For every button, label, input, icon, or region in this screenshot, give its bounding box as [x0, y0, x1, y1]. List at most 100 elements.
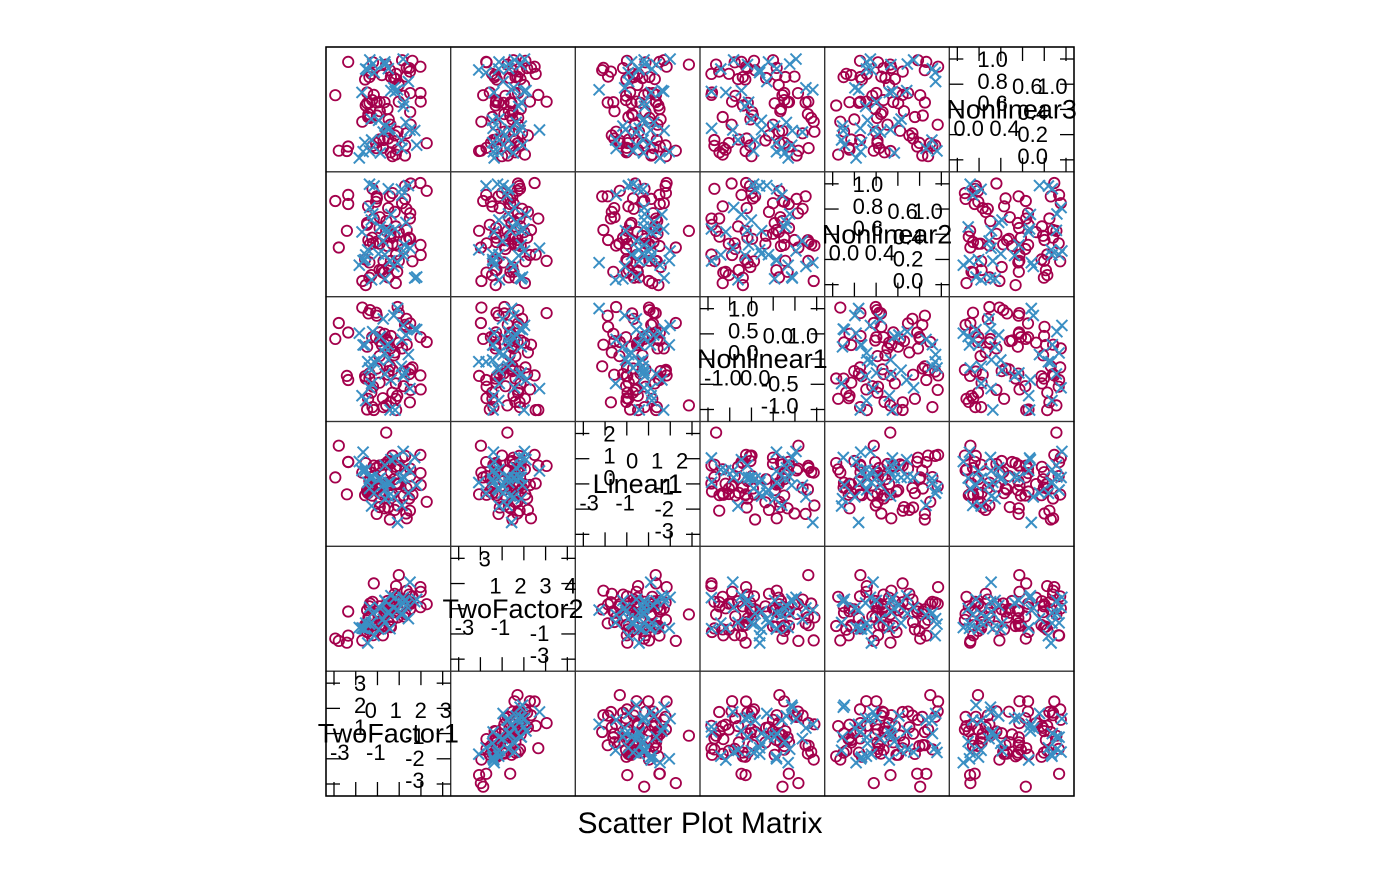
point-cross	[507, 735, 520, 748]
point-circle	[916, 738, 929, 752]
point-cross	[1008, 712, 1021, 725]
point-cross	[356, 338, 370, 352]
point-circle	[739, 695, 753, 708]
point-circle	[613, 137, 626, 150]
point-cross	[486, 403, 500, 417]
point-cross	[487, 86, 501, 99]
point-circle	[540, 254, 553, 267]
point-cross	[735, 208, 748, 221]
point-cross	[355, 621, 369, 635]
point-cross	[396, 319, 410, 332]
point-cross	[1025, 302, 1038, 315]
point-circle	[705, 742, 718, 755]
panel-points-Nonlinear1-vs-Linear1	[705, 426, 821, 529]
point-cross	[496, 348, 510, 361]
point-circle	[853, 703, 867, 716]
point-circle	[1005, 334, 1019, 347]
point-circle	[1044, 725, 1057, 739]
point-cross	[382, 182, 395, 196]
point-cross	[755, 114, 768, 127]
point-circle	[807, 274, 820, 288]
point-circle	[834, 301, 847, 314]
point-circle	[420, 184, 433, 197]
point-cross	[985, 224, 998, 237]
point-circle	[772, 125, 786, 138]
point-circle	[770, 478, 783, 491]
point-cross	[355, 389, 369, 402]
point-circle	[378, 502, 391, 515]
point-cross	[609, 333, 623, 346]
point-cross	[493, 273, 506, 287]
point-cross	[866, 123, 880, 137]
point-cross	[1022, 389, 1035, 402]
point-circle	[969, 449, 982, 462]
point-circle	[759, 134, 772, 147]
point-cross	[1044, 636, 1058, 650]
point-circle	[1052, 380, 1065, 393]
point-circle	[782, 767, 795, 780]
point-circle	[782, 619, 796, 632]
panel-points-Nonlinear1-vs-Nonlinear2	[705, 176, 821, 292]
point-circle	[383, 64, 396, 77]
point-cross	[892, 709, 906, 723]
point-circle	[523, 248, 537, 262]
point-cross	[622, 348, 635, 361]
tick-label: -1.0	[704, 366, 742, 391]
point-circle	[870, 695, 883, 708]
point-circle	[871, 386, 884, 399]
point-cross	[1025, 516, 1038, 529]
point-cross	[1022, 464, 1035, 477]
point-circle	[713, 705, 726, 719]
point-circle	[1014, 743, 1028, 756]
point-circle	[796, 709, 809, 722]
point-cross	[384, 453, 398, 466]
point-cross	[719, 621, 733, 635]
point-circle	[329, 89, 342, 102]
point-circle	[924, 688, 937, 702]
point-cross	[505, 83, 518, 97]
point-cross	[852, 83, 865, 97]
point-cross	[714, 463, 728, 476]
point-cross	[974, 183, 988, 196]
point-circle	[395, 54, 409, 67]
tick-label: 0	[603, 466, 615, 491]
point-circle	[519, 54, 532, 67]
point-cross	[799, 490, 813, 504]
point-circle	[870, 86, 883, 100]
point-cross	[963, 445, 976, 459]
tick-label: 2	[354, 693, 366, 718]
point-cross	[778, 735, 792, 748]
panel-points-TwoFactor1-vs-Nonlinear3	[329, 52, 433, 165]
point-circle	[1013, 568, 1026, 582]
tick-label: 0.2	[1017, 122, 1048, 147]
point-circle	[631, 389, 644, 402]
point-cross	[984, 451, 997, 464]
point-circle	[931, 383, 944, 396]
point-circle	[532, 88, 545, 102]
point-cross	[884, 367, 898, 381]
point-circle	[669, 776, 682, 790]
point-circle	[623, 218, 637, 231]
point-cross	[1008, 249, 1021, 262]
point-cross	[1022, 621, 1035, 635]
point-cross	[363, 201, 377, 214]
point-cross	[929, 348, 942, 361]
point-circle	[762, 587, 776, 600]
point-circle	[1043, 504, 1056, 517]
point-cross	[507, 220, 520, 234]
point-circle	[601, 617, 614, 630]
point-circle	[480, 380, 493, 393]
point-cross	[618, 601, 631, 615]
point-circle	[642, 274, 656, 288]
point-cross	[363, 361, 376, 375]
point-circle	[873, 142, 886, 155]
point-cross	[1042, 629, 1055, 642]
point-circle	[400, 312, 413, 325]
point-circle	[627, 271, 641, 284]
point-cross	[1046, 338, 1059, 351]
point-circle	[792, 776, 805, 790]
point-cross	[957, 455, 970, 468]
point-cross	[486, 476, 500, 489]
point-cross	[972, 464, 985, 478]
